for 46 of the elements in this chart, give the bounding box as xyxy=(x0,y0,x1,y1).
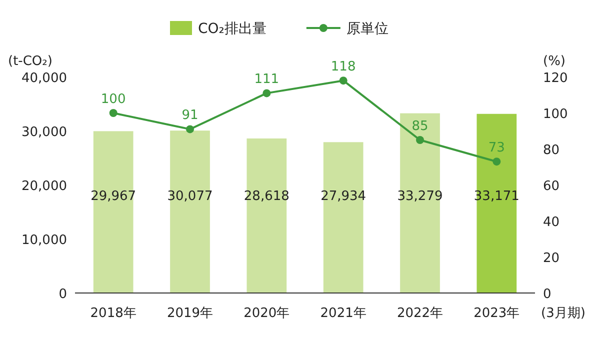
point xyxy=(262,89,271,98)
data-label: 118 xyxy=(330,60,356,75)
point xyxy=(186,125,194,134)
y-tick-label: 10,000 xyxy=(22,233,67,248)
data-label: 30,077 xyxy=(167,189,213,204)
bar xyxy=(170,130,210,293)
data-label: 85 xyxy=(412,119,428,134)
y-axis-title: (t-CO₂) xyxy=(8,54,52,69)
x-tick-label: 2020年 xyxy=(244,306,290,321)
y2-tick-label: 100 xyxy=(543,107,568,122)
y-tick-label: 30,000 xyxy=(22,125,67,140)
x-tick-label: 2019年 xyxy=(166,306,214,321)
data-label: 111 xyxy=(254,72,280,88)
data-label: 100 xyxy=(100,92,126,107)
data-label: 28,618 xyxy=(244,189,290,204)
legend-label: 原単位 xyxy=(346,21,388,37)
y2-axis-title: (%) xyxy=(543,54,566,69)
legend-label: CO₂排出量 xyxy=(198,21,266,37)
y-tick-label: 20,000 xyxy=(22,179,67,194)
y2-tick-label: 60 xyxy=(543,179,560,194)
data-label: 91 xyxy=(182,108,198,124)
data-label: 73 xyxy=(488,140,505,156)
point xyxy=(109,109,118,117)
data-label: 27,934 xyxy=(320,189,366,204)
point xyxy=(339,76,348,85)
y-tick-label: 40,000 xyxy=(22,71,67,86)
bar xyxy=(246,138,287,293)
bar xyxy=(476,114,517,293)
x-tick-label: 2021年 xyxy=(320,306,366,321)
x-axis-title: (3月期) xyxy=(541,306,586,321)
y2-tick-label: 80 xyxy=(543,143,560,158)
y2-tick-label: 120 xyxy=(543,71,568,86)
point xyxy=(492,158,501,166)
y-tick-label: 0 xyxy=(58,287,67,302)
bar xyxy=(93,131,134,293)
y2-tick-label: 0 xyxy=(543,287,552,302)
point xyxy=(416,136,424,144)
y2-tick-label: 40 xyxy=(543,215,560,230)
x-tick-label: 2023年 xyxy=(474,306,520,321)
bar xyxy=(323,142,364,293)
y2-tick-label: 20 xyxy=(543,251,560,266)
bar xyxy=(400,113,440,293)
x-tick-label: 2022年 xyxy=(396,306,444,321)
data-label: 29,967 xyxy=(90,189,136,204)
x-tick-label: 2018年 xyxy=(90,306,136,321)
data-label: 33,279 xyxy=(397,189,443,204)
